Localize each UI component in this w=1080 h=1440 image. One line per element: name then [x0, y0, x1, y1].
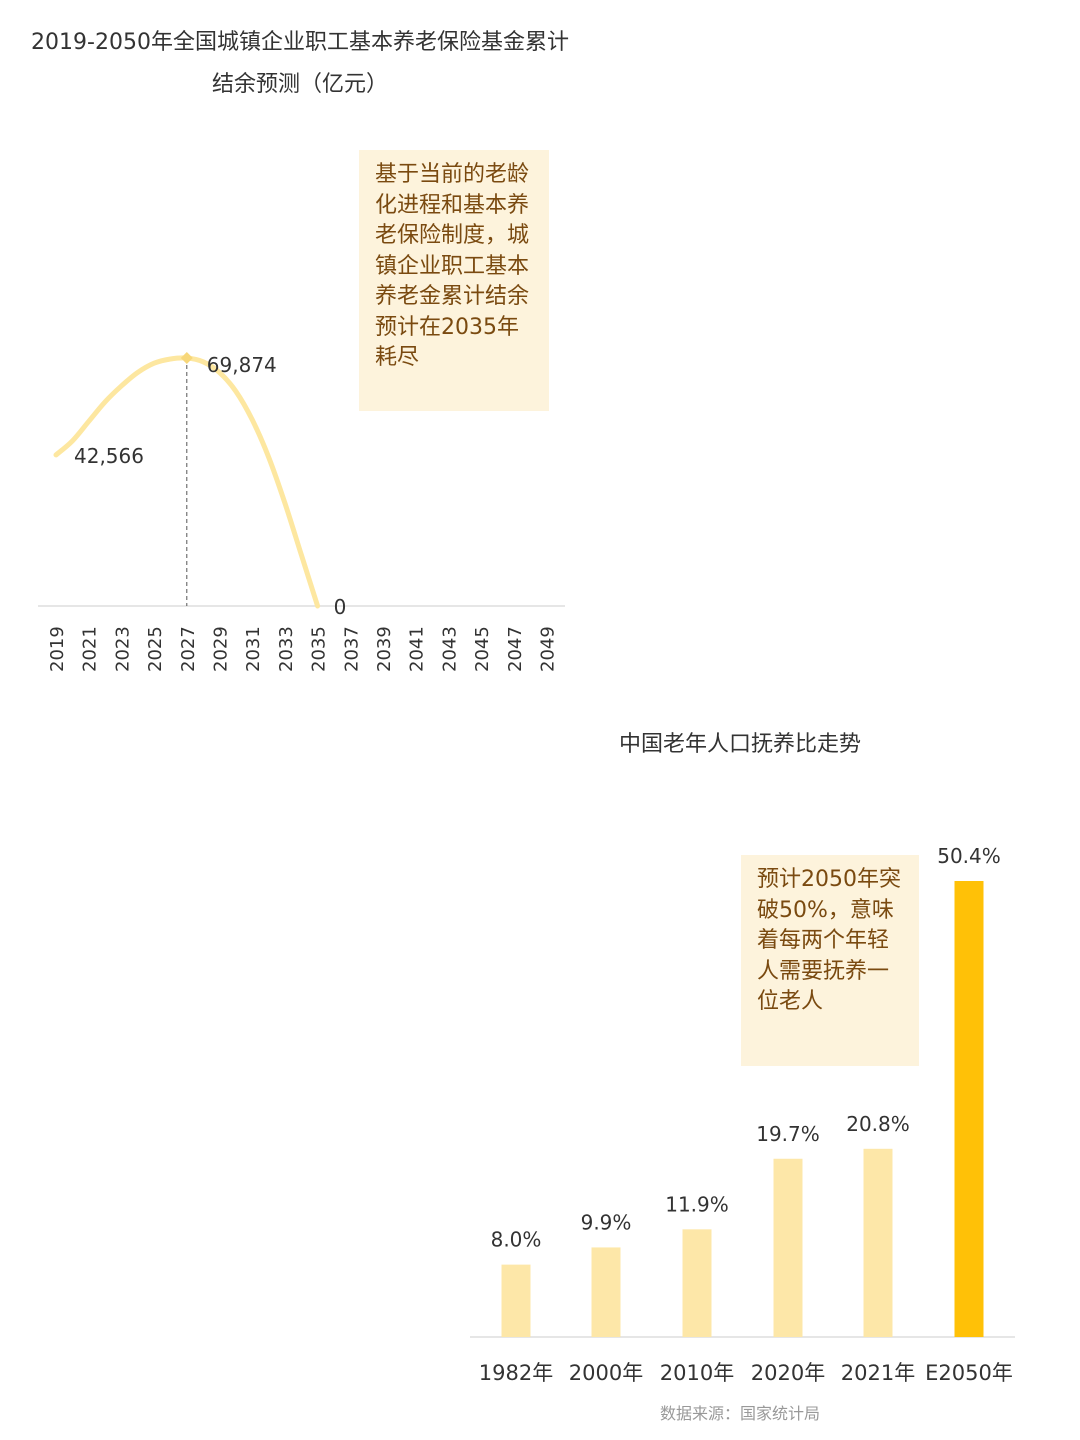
line-chart-annotation: 基于当前的老龄化进程和基本养老保险制度，城镇企业职工基本养老金累计结余预计在20…: [359, 150, 549, 411]
x-tick-label-2031: 2031: [243, 626, 264, 672]
bar-category-label-3: 2020年: [751, 1361, 825, 1385]
x-tick-label-2039: 2039: [374, 626, 395, 672]
bar-value-label-0: 8.0%: [491, 1228, 542, 1252]
bar-1: [591, 1247, 621, 1337]
x-tick-label-2043: 2043: [439, 626, 460, 672]
x-tick-label-2023: 2023: [112, 626, 133, 672]
x-tick-label-2045: 2045: [472, 626, 493, 672]
bar-category-label-2: 2010年: [660, 1361, 734, 1385]
bar-value-label-3: 19.7%: [756, 1122, 820, 1146]
data-label-2027: 69,874: [207, 353, 277, 377]
x-tick-label-2035: 2035: [309, 626, 330, 672]
x-tick-label-2021: 2021: [80, 626, 101, 672]
x-tick-label-2041: 2041: [407, 626, 428, 672]
bar-chart-title: 中国老年人口抚养比走势: [618, 732, 861, 757]
x-tick-label-2029: 2029: [211, 626, 232, 672]
bar-3: [773, 1158, 803, 1337]
peak-marker: [180, 352, 193, 364]
bar-chart-annotation: 预计2050年突破50%，意味着每两个年轻人需要抚养一位老人: [741, 855, 919, 1066]
x-tick-label-2019: 2019: [47, 626, 68, 672]
bar-value-label-5: 50.4%: [937, 844, 1001, 868]
x-tick-label-2047: 2047: [505, 626, 526, 672]
x-tick-label-2049: 2049: [538, 626, 559, 672]
bar-category-label-0: 1982年: [479, 1361, 553, 1385]
bar-0: [501, 1264, 531, 1337]
data-source: 数据来源：国家统计局: [659, 1404, 820, 1423]
bar-category-label-5: E2050年: [925, 1361, 1013, 1385]
line-chart-title: 2019-2050年全国城镇企业职工基本养老保险基金累计结余预测（亿元）: [31, 30, 569, 97]
data-label-2035: 0: [334, 595, 347, 619]
x-tick-label-2025: 2025: [145, 626, 166, 672]
x-tick-label-2037: 2037: [341, 626, 362, 672]
bar-category-label-4: 2021年: [841, 1361, 915, 1385]
x-tick-label-2033: 2033: [276, 626, 297, 672]
data-label-2019: 42,566: [74, 444, 144, 468]
bar-5: [954, 881, 984, 1337]
bar-4: [863, 1148, 893, 1337]
x-tick-label-2027: 2027: [178, 626, 199, 672]
bar-value-label-1: 9.9%: [581, 1210, 632, 1234]
bar-value-label-2: 11.9%: [665, 1192, 729, 1216]
bar-value-label-4: 20.8%: [846, 1112, 910, 1136]
bar-category-label-1: 2000年: [569, 1361, 643, 1385]
bar-2: [682, 1229, 712, 1337]
